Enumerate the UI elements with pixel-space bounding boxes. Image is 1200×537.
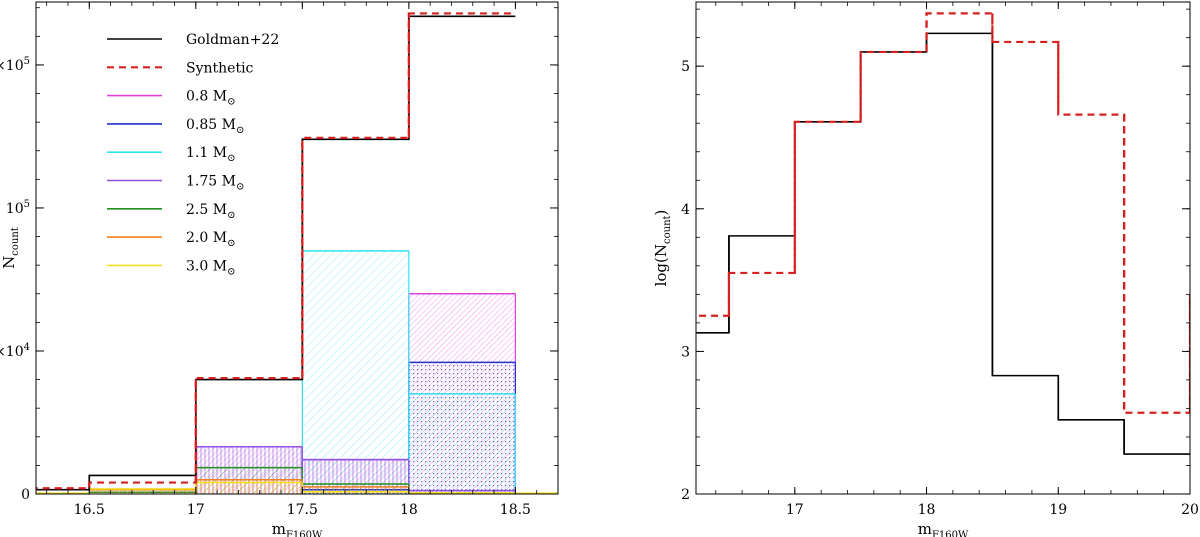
x-axis-label: mF160W [272,520,323,537]
y-tick-label: 3 [681,344,690,360]
step-goldman-22 [696,32,1190,455]
series-3-0-m [36,481,558,494]
legend: Goldman+22 Synthetic 0.8 M⊙ 0.85 M⊙ 1.1 M⊙ 1.… [107,32,279,277]
plot-frame [695,1,1191,495]
y-tick-label: 4 [681,202,690,218]
plot-frame [35,1,559,495]
legend-item: 1.1 M⊙ [107,145,235,164]
x-axis-label: mF160W [918,520,969,537]
legend-label: 2.5 M⊙ [186,202,235,221]
y-tick-label: 0 [21,487,30,503]
y-tick-label: 105 [6,199,30,217]
hist-bar [302,250,409,494]
y-tick-label: 2 [681,487,690,503]
x-tick-label: 17 [187,502,205,518]
hist-bar [302,491,409,494]
legend-label: Goldman+22 [186,32,279,48]
y-tick-label: 5×104 [0,342,30,360]
hist-bar [195,482,303,494]
legend-item: 0.85 M⊙ [107,117,244,136]
right-histogram-panel: 17 18 19 20 2 3 4 5 mF160W log(Ncount) [652,1,1199,537]
x-tick-label: 16.5 [74,502,105,518]
legend-label: 0.85 M⊙ [186,117,244,136]
step-synthetic [696,12,1190,414]
legend-item: 3.0 M⊙ [107,258,235,277]
hist-bar [302,486,409,494]
legend-item: Synthetic [107,60,254,76]
x-tick-label: 19 [1049,502,1067,518]
x-tick-label: 18.5 [500,502,531,518]
legend-label: 0.8 M⊙ [186,89,235,108]
legend-label: 2.0 M⊙ [186,230,235,249]
left-histogram-panel: 16.5 17 17.5 18 18.5 0 5×104 105 1.5×105 mF160W Nc… [0,1,559,537]
legend-item: 0.8 M⊙ [107,89,235,108]
x-tick-label: 17.5 [287,502,318,518]
y-tick-label: 5 [681,59,690,75]
x-tick-label: 17 [786,502,804,518]
hist-bar [89,488,196,494]
series-1-1-m [301,250,516,494]
legend-item: 2.5 M⊙ [107,202,235,221]
legend-item: Goldman+22 [107,32,279,48]
legend-item: 1.75 M⊙ [107,174,244,193]
legend-item: 2.0 M⊙ [107,230,235,249]
legend-label: Synthetic [186,60,254,76]
y-tick-label: 1.5×105 [0,56,30,74]
y-axis-label: log(Ncount) [652,210,673,287]
x-tick-label: 18 [918,502,936,518]
hist-bar [408,393,516,494]
x-tick-label: 20 [1181,502,1199,518]
legend-label: 3.0 M⊙ [186,258,235,277]
x-tick-label: 18 [400,502,418,518]
y-axis-label: Ncount [0,227,21,269]
legend-label: 1.1 M⊙ [186,145,235,164]
legend-label: 1.75 M⊙ [186,174,244,193]
